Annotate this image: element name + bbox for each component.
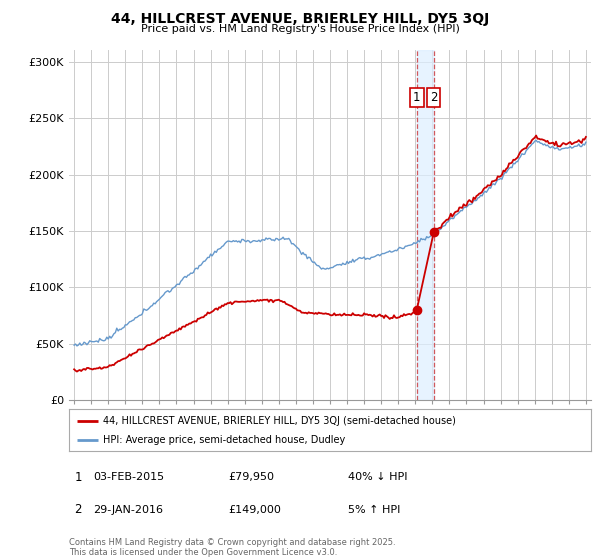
Text: £149,000: £149,000 (228, 505, 281, 515)
Text: HPI: Average price, semi-detached house, Dudley: HPI: Average price, semi-detached house,… (103, 435, 345, 445)
Text: £79,950: £79,950 (228, 472, 274, 482)
Text: 44, HILLCREST AVENUE, BRIERLEY HILL, DY5 3QJ: 44, HILLCREST AVENUE, BRIERLEY HILL, DY5… (111, 12, 489, 26)
Text: 44, HILLCREST AVENUE, BRIERLEY HILL, DY5 3QJ (semi-detached house): 44, HILLCREST AVENUE, BRIERLEY HILL, DY5… (103, 416, 456, 426)
Text: 1: 1 (413, 91, 421, 104)
Text: 5% ↑ HPI: 5% ↑ HPI (348, 505, 400, 515)
Text: 40% ↓ HPI: 40% ↓ HPI (348, 472, 407, 482)
Text: Contains HM Land Registry data © Crown copyright and database right 2025.
This d: Contains HM Land Registry data © Crown c… (69, 538, 395, 557)
Text: 1: 1 (74, 470, 82, 484)
Text: 2: 2 (430, 91, 437, 104)
Text: 2: 2 (74, 503, 82, 516)
Text: Price paid vs. HM Land Registry's House Price Index (HPI): Price paid vs. HM Land Registry's House … (140, 24, 460, 34)
Bar (417, 50, 434, 400)
Text: 29-JAN-2016: 29-JAN-2016 (93, 505, 163, 515)
Text: 03-FEB-2015: 03-FEB-2015 (93, 472, 164, 482)
